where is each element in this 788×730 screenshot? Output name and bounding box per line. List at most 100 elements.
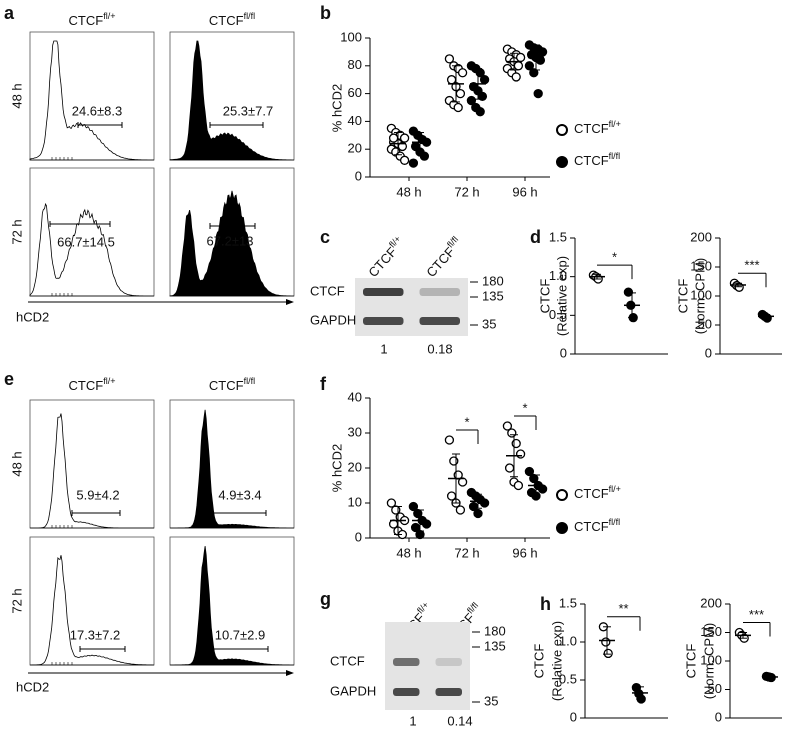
y-tick-label: 80: [348, 57, 362, 72]
legend-label-sup: fl/+: [609, 484, 621, 494]
x-tick-label: 96 h: [512, 184, 537, 199]
histogram-frame: [29, 399, 155, 529]
band-label: GAPDH: [330, 683, 376, 698]
data-point: [455, 505, 466, 515]
y-axis-label: (Relative exp): [554, 256, 569, 336]
column-header-base: CTCF: [69, 13, 104, 28]
panel-letter: b: [320, 3, 331, 23]
x-tick-label: 72 h: [454, 184, 479, 199]
y-tick-label: 200: [690, 229, 712, 244]
band-label: CTCF: [330, 653, 365, 668]
y-axis-label: CTCF: [537, 279, 552, 314]
panel-letter: c: [320, 227, 330, 247]
quant-label: 0.14: [447, 713, 472, 728]
y-tick-label: 10: [348, 494, 362, 509]
histogram: [29, 202, 154, 297]
gate-label: 67.2±13: [207, 233, 254, 248]
data-point: [511, 72, 521, 82]
y-tick-label: 100: [340, 29, 362, 44]
row-label: 48 h: [9, 83, 24, 108]
data-point: [513, 61, 524, 71]
data-point: [524, 61, 535, 71]
data-point: [515, 449, 526, 459]
panel-letter: h: [540, 594, 551, 614]
quant-label: 1: [380, 341, 387, 356]
y-axis-label: CTCF: [683, 644, 698, 679]
data-point: [524, 466, 535, 477]
panel-letter: f: [320, 374, 327, 394]
histogram-frame: [169, 399, 295, 529]
y-tick-label: 100: [690, 287, 712, 302]
y-tick-label: 20: [348, 141, 362, 156]
significance-label: ***: [749, 607, 764, 622]
y-tick-label: 1.0: [549, 268, 567, 283]
data-point: [453, 102, 463, 113]
legend-label: CTCFfl/fl: [574, 517, 620, 534]
band-label: GAPDH: [310, 312, 356, 327]
data-point: [388, 133, 399, 143]
y-tick-label: 0: [355, 168, 362, 183]
significance-label: *: [464, 414, 469, 429]
data-point: [455, 88, 466, 99]
data-point: [479, 498, 490, 508]
histogram-frame: [169, 536, 295, 666]
x-axis-label: hCD2: [16, 309, 49, 324]
y-tick-label: 0.5: [549, 307, 567, 322]
legend-label-sup: fl/+: [609, 119, 621, 129]
gate-label: 24.6±8.3: [72, 103, 123, 118]
band: [419, 288, 460, 296]
panel-letter: a: [4, 3, 15, 23]
histogram: [30, 555, 154, 666]
y-tick-label: 1.5: [559, 595, 577, 610]
y-tick-label: 60: [348, 85, 362, 100]
y-tick-label: 20: [348, 459, 362, 474]
histogram: [169, 190, 294, 297]
quant-label: 1: [409, 713, 416, 728]
column-header-base: CTCF: [69, 378, 104, 393]
marker-label: 180: [482, 273, 504, 288]
column-header-sup: fl/+: [103, 11, 115, 21]
column-header: CTCFfl/fl: [209, 376, 255, 393]
y-axis-label: (Relative exp): [549, 621, 564, 701]
data-point: [504, 463, 515, 473]
column-header-base: CTCF: [209, 378, 244, 393]
gate-label: 66.7±14.5: [57, 234, 115, 249]
legend-label: CTCFfl/+: [574, 484, 621, 501]
data-point: [408, 501, 419, 512]
data-point: [603, 648, 613, 659]
histogram: [30, 413, 154, 529]
band: [363, 317, 404, 325]
gate-label: 10.7±2.9: [215, 627, 266, 642]
data-point: [475, 107, 485, 117]
y-tick-label: 0: [570, 709, 577, 724]
data-point: [419, 151, 430, 161]
histogram-frame: [29, 167, 155, 297]
quant-label: 0.18: [427, 341, 452, 356]
y-axis-label: CTCF: [675, 279, 690, 314]
x-tick-label: 48 h: [396, 184, 421, 199]
column-header-sup: fl/fl: [244, 376, 256, 386]
panel-letter: d: [530, 227, 541, 247]
y-axis-label: CTCF: [531, 644, 546, 679]
y-tick-label: 1.5: [549, 229, 567, 244]
lane-label: CTCFfl/+: [364, 234, 408, 280]
histogram: [170, 409, 294, 529]
marker-label: 135: [482, 288, 504, 303]
histogram: [170, 545, 294, 666]
marker-label: 35: [482, 316, 496, 331]
legend-label-sup: fl/fl: [609, 151, 621, 161]
data-point: [408, 158, 419, 168]
panel-letter: g: [320, 589, 331, 609]
band: [363, 288, 404, 296]
panel-letter: e: [4, 369, 14, 389]
column-header-sup: fl/fl: [244, 11, 256, 21]
x-tick-label: 72 h: [454, 545, 479, 560]
data-point: [466, 95, 477, 106]
column-header: CTCFfl/fl: [209, 11, 255, 28]
legend-marker: [556, 489, 568, 501]
row-label: 72 h: [9, 219, 24, 244]
legend-label-base: CTCF: [574, 519, 609, 534]
legend-label-base: CTCF: [574, 153, 609, 168]
data-point: [601, 637, 611, 647]
